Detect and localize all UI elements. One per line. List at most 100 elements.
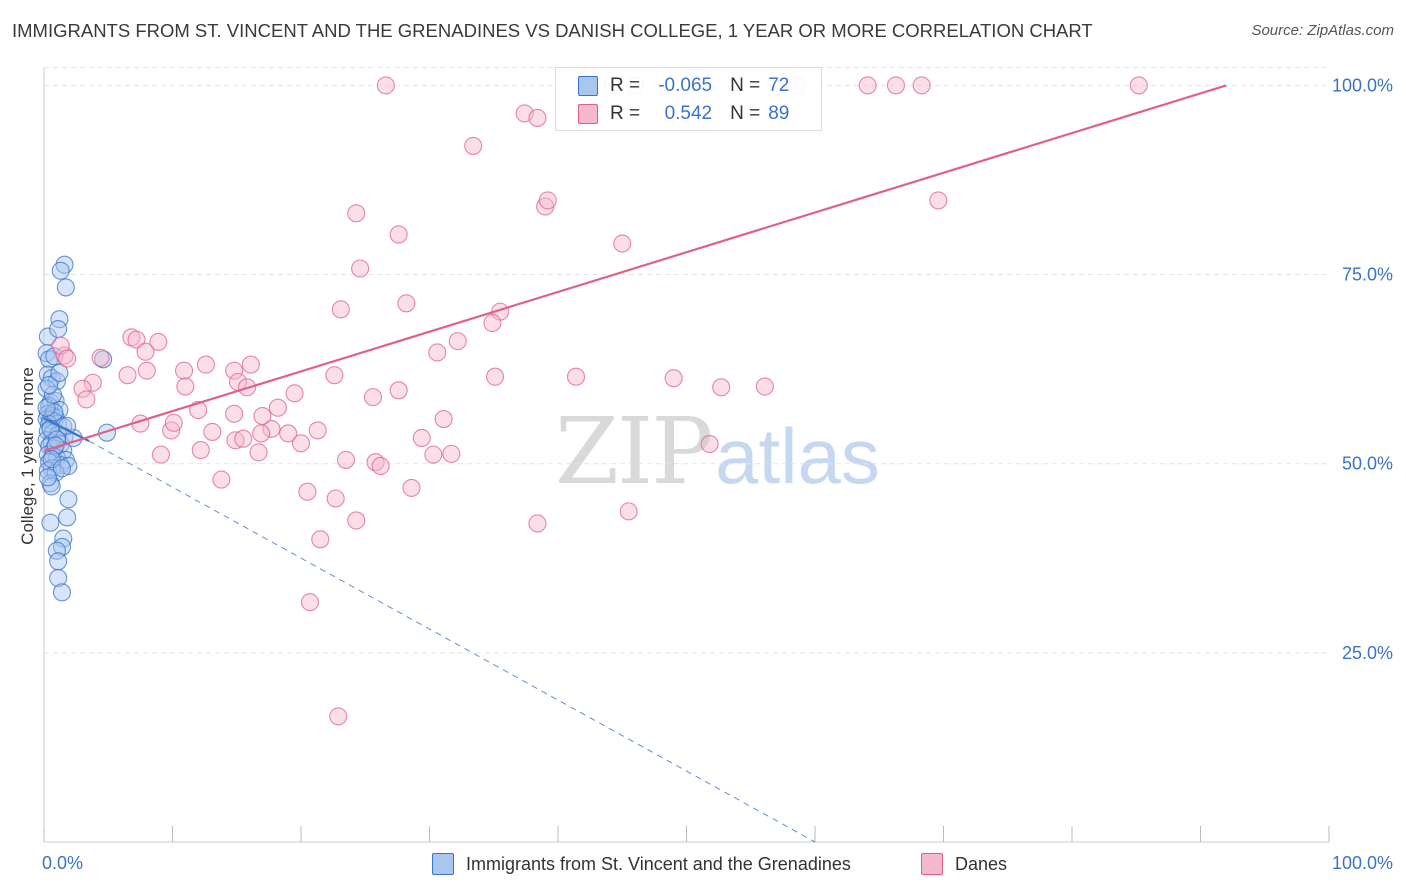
- pink-point-25: [149, 332, 168, 351]
- pink-point-19: [331, 300, 350, 319]
- pink-point-36: [225, 361, 244, 380]
- legend-n-label-pink: N =: [730, 103, 761, 124]
- blue-trend-line: [43, 417, 90, 442]
- blue-point-43: [59, 490, 78, 509]
- pink-point-4: [858, 76, 877, 95]
- legend-n-value-pink: 89: [768, 103, 790, 124]
- bottom-legend-swatch-pink: [921, 853, 943, 875]
- pink-point-14: [929, 191, 948, 210]
- pink-point-37: [325, 366, 344, 385]
- pink-point-61: [226, 431, 245, 450]
- blue-point-54: [56, 278, 75, 297]
- pink-point-76: [326, 489, 345, 508]
- legend-n-value-blue: 72: [768, 75, 790, 96]
- legend-swatch-blue: [578, 76, 598, 96]
- blue-point-45: [41, 513, 60, 532]
- legend-row-blue: R = -0.065 N = 72: [578, 74, 789, 98]
- x-tick-label-right: 100.0%: [1332, 853, 1393, 873]
- pink-point-74: [298, 482, 317, 501]
- pink-point-34: [137, 361, 156, 380]
- pink-point-7: [1129, 76, 1148, 95]
- pink-point-41: [83, 373, 102, 392]
- legend-r-label-pink: R =: [610, 103, 641, 124]
- pink-point-88: [164, 413, 183, 432]
- pink-point-87: [118, 366, 137, 385]
- pink-point-0: [376, 76, 395, 95]
- blue-point-56: [49, 319, 68, 339]
- blue-point-51: [52, 583, 72, 602]
- pink-point-42: [176, 377, 195, 396]
- blue-trend-extension: [88, 440, 816, 843]
- pink-point-86: [253, 406, 272, 426]
- pink-point-38: [485, 367, 505, 386]
- pink-point-54: [434, 410, 453, 429]
- pink-point-5: [886, 76, 906, 95]
- bottom-legend-pink: Danes: [921, 852, 1007, 876]
- pink-point-63: [252, 424, 271, 443]
- blue-point-70: [38, 468, 57, 487]
- blue-point-58: [97, 423, 117, 442]
- pink-point-31: [91, 348, 110, 367]
- pink-point-62: [234, 429, 253, 448]
- pink-point-18: [397, 294, 416, 313]
- watermark: ZIPatlas: [555, 398, 880, 505]
- pink-point-46: [389, 381, 408, 400]
- x-tick-label-left: 0.0%: [42, 853, 83, 873]
- pink-point-72: [371, 456, 390, 476]
- watermark-atlas: atlas: [715, 412, 880, 500]
- pink-point-51: [268, 398, 287, 417]
- bottom-legend-label-pink: Danes: [955, 853, 1008, 874]
- pink-point-26: [428, 343, 447, 362]
- blue-point-53: [51, 261, 70, 280]
- pink-point-28: [55, 346, 74, 365]
- pink-point-40: [664, 369, 683, 388]
- stats-legend: R = -0.065 N = 72 R = 0.542 N = 89: [555, 67, 822, 131]
- pink-point-49: [77, 390, 96, 409]
- pink-point-33: [196, 355, 215, 374]
- pink-point-56: [203, 422, 222, 441]
- pink-point-73: [212, 470, 231, 489]
- blue-point-55: [50, 310, 69, 329]
- pink-point-84: [336, 450, 356, 469]
- pink-point-47: [285, 384, 304, 403]
- pink-point-44: [712, 378, 731, 397]
- bottom-legend-blue: Immigrants from St. Vincent and the Gren…: [432, 852, 851, 876]
- pink-point-78: [619, 502, 638, 521]
- blue-point-71: [52, 459, 72, 478]
- y-tick-label-0: 25.0%: [1342, 643, 1393, 663]
- source-credit: Source: ZipAtlas.com: [1251, 22, 1394, 39]
- bottom-legend-label-blue: Immigrants from St. Vincent and the Gren…: [466, 853, 851, 874]
- legend-r-value-pink: 0.542: [664, 103, 713, 124]
- pink-point-68: [424, 445, 443, 464]
- watermark-zip: ZIP: [555, 398, 713, 505]
- pink-point-16: [613, 234, 632, 253]
- chart-title: IMMIGRANTS FROM ST. VINCENT AND THE GREN…: [12, 20, 1093, 41]
- blue-point-65: [43, 385, 63, 404]
- pink-trend-line: [43, 84, 1227, 452]
- pink-point-45: [73, 379, 92, 398]
- pink-point-17: [351, 259, 370, 278]
- pink-point-81: [300, 593, 320, 612]
- pink-point-69: [442, 444, 461, 463]
- blue-point-66: [40, 375, 59, 395]
- blue-point-49: [49, 552, 68, 571]
- pink-point-10: [464, 136, 483, 155]
- pink-point-15: [389, 225, 408, 244]
- pink-point-35: [175, 361, 194, 380]
- pink-point-39: [566, 367, 586, 386]
- pink-point-24: [127, 330, 146, 349]
- pink-point-21: [483, 313, 502, 333]
- bottom-legend-swatch-blue: [432, 853, 454, 875]
- pink-point-13: [347, 204, 366, 223]
- pink-point-60: [279, 424, 298, 443]
- pink-point-70: [700, 434, 719, 454]
- blue-point-44: [58, 508, 77, 527]
- pink-point-22: [448, 332, 467, 351]
- pink-point-79: [528, 514, 547, 533]
- pink-point-6: [912, 76, 931, 95]
- y-tick-label-1: 50.0%: [1342, 454, 1393, 474]
- pink-point-32: [241, 355, 260, 374]
- pink-point-65: [291, 434, 311, 453]
- pink-point-12: [538, 191, 557, 210]
